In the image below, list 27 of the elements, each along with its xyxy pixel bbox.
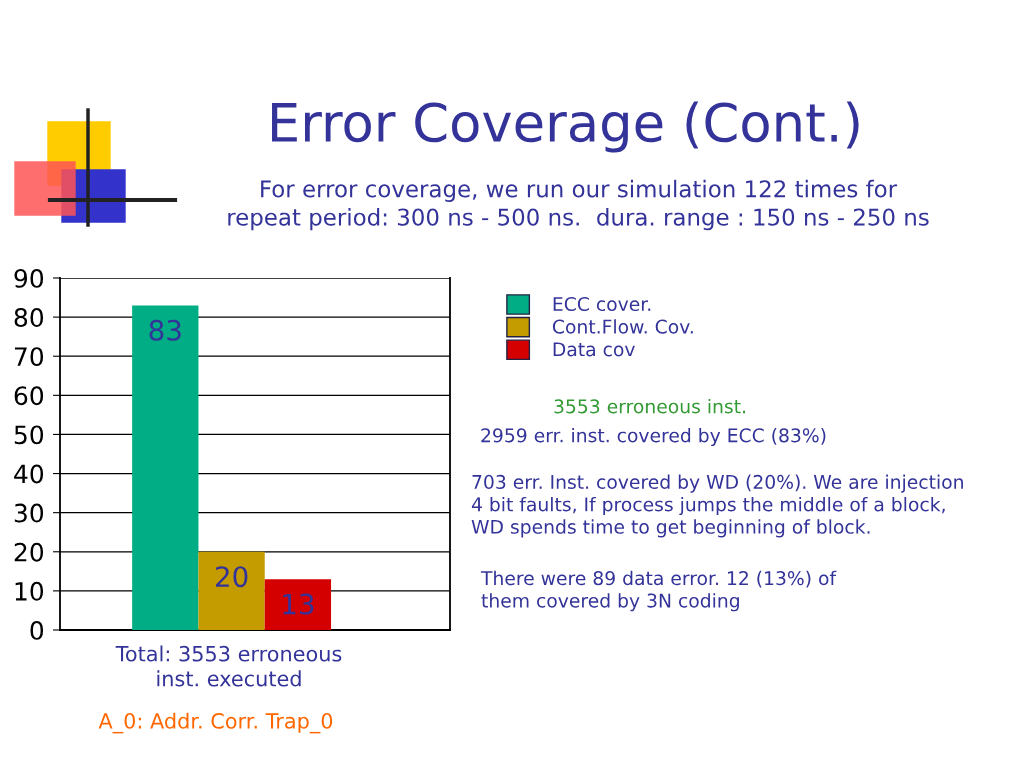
legend-label: Cont.Flow. Cov. xyxy=(552,319,693,334)
text: Total: 3553 erroneous inst. executed xyxy=(115,645,342,687)
text: There were 89 data error. 12 (13%) of them covered by 3N coding xyxy=(480,570,837,612)
y-tick-label: 70 xyxy=(14,347,44,367)
bar xyxy=(198,551,265,630)
legend-label: Data cov xyxy=(553,342,635,357)
bar xyxy=(264,579,332,630)
legend-label: ECC cover. xyxy=(553,296,651,312)
text: A_0: Addr. Corr. Trap_0 xyxy=(98,712,333,734)
y-tick-label: 90 xyxy=(14,268,44,288)
text: 703 err. Inst. covered by WD (20%). We are injection 4 bit faults, If process jumps the middle of a block, WD spends time to get beginning of block. xyxy=(471,474,963,538)
bar xyxy=(132,305,199,630)
data-label: 13 xyxy=(283,593,314,615)
text: 2959 err. inst. covered by ECC (83%) xyxy=(481,427,826,447)
y-tick-label: 80 xyxy=(14,308,44,327)
text: 3553 erroneous inst. xyxy=(554,398,745,414)
y-tick-label: 30 xyxy=(14,503,44,523)
y-tick-label: 40 xyxy=(14,464,44,484)
data-label: 83 xyxy=(149,319,181,341)
y-tick-label: 60 xyxy=(14,386,44,406)
y-tick-label: 20 xyxy=(14,542,44,562)
text: Error Coverage (Cont.) xyxy=(272,101,859,153)
y-tick-label: 10 xyxy=(15,581,44,601)
text: For error coverage, we run our simulation 122 times for repeat period: 300 ns - 500 ns. dura. range : 150 ns - 250 ns xyxy=(228,179,929,231)
y-tick-label: 0 xyxy=(30,620,44,640)
data-label: 20 xyxy=(215,566,248,588)
y-tick-label: 50 xyxy=(14,425,44,445)
